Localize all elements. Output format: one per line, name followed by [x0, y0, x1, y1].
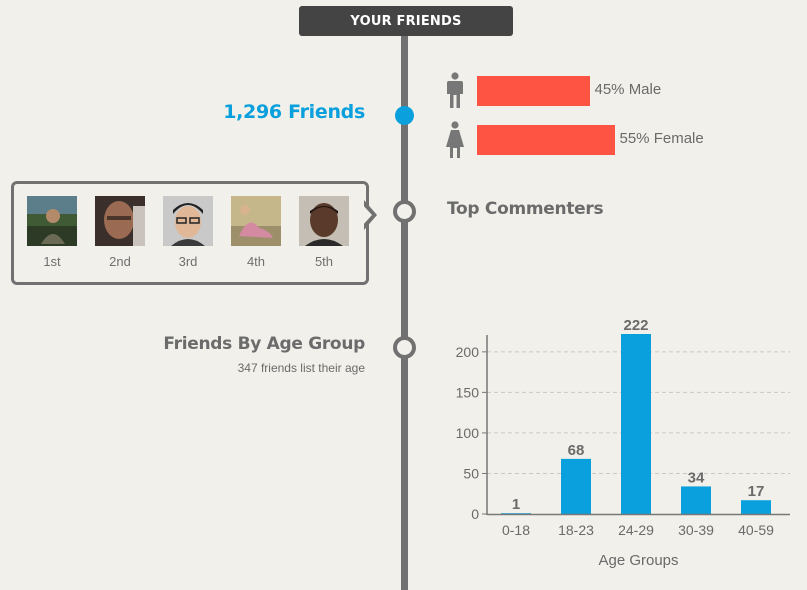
data-label: 222	[623, 317, 648, 334]
commenter-rank: 4th	[246, 254, 266, 269]
commenter-1[interactable]: 1st	[27, 196, 77, 269]
data-label: 1	[512, 496, 520, 513]
y-tick-label: 200	[456, 344, 480, 360]
age-section-heading: Friends By Age Group	[163, 334, 365, 354]
commenter-rank: 5th	[314, 254, 334, 269]
y-tick-label: 150	[456, 384, 480, 400]
commenter-3[interactable]: 3rd	[163, 196, 213, 269]
data-label: 17	[748, 483, 765, 500]
avatar	[163, 196, 213, 246]
x-axis-label: Age Groups	[598, 552, 678, 569]
x-tick-label: 24-29	[618, 522, 654, 538]
page-title: YOUR FRIENDS	[299, 6, 513, 36]
timeline-node-age	[393, 336, 416, 359]
commenter-2[interactable]: 2nd	[95, 196, 145, 269]
age-section-subcaption: 347 friends list their age	[237, 361, 365, 375]
x-tick-label: 0-18	[502, 522, 530, 538]
avatar	[231, 196, 281, 246]
commenter-5[interactable]: 5th	[299, 196, 349, 269]
y-tick-label: 50	[463, 465, 479, 481]
timeline-node-commenters	[393, 200, 416, 223]
top-commenters-heading: Top Commenters	[447, 199, 604, 219]
commenter-4[interactable]: 4th	[231, 196, 281, 269]
age-group-chart: 0 50 100 150 200 1 0-18 68 18-23 222 24-29 34 30-39 1…	[456, 317, 790, 569]
bar-18-23	[561, 458, 591, 514]
timeline-node-friends	[395, 106, 414, 125]
female-icon	[446, 121, 464, 158]
x-tick-label: 40-59	[738, 522, 774, 538]
y-tick-label: 100	[456, 425, 480, 441]
gender-bar-female	[477, 125, 615, 155]
avatar	[299, 196, 349, 246]
bar-30-39	[681, 486, 711, 514]
commenter-rank: 1st	[43, 254, 61, 269]
timeline-line	[401, 30, 408, 590]
bar-40-59	[741, 500, 771, 514]
bar-0-18	[501, 513, 531, 514]
gender-label-male: 45% Male	[594, 81, 662, 98]
y-tick-label: 0	[471, 506, 479, 522]
male-icon	[447, 72, 463, 108]
x-tick-label: 18-23	[558, 522, 594, 538]
bar-24-29	[621, 334, 651, 514]
avatar	[27, 196, 77, 246]
gender-bar-male	[477, 76, 590, 106]
x-tick-label: 30-39	[678, 522, 714, 538]
commenter-rank: 2nd	[109, 254, 131, 269]
data-label: 68	[568, 442, 585, 459]
panel-pointer-fill	[361, 203, 372, 227]
data-label: 34	[688, 469, 705, 486]
top-commenters-panel: 1st 2nd 3rd 4th	[11, 181, 369, 285]
friends-count: 1,296 Friends	[223, 101, 365, 123]
commenter-rank: 3rd	[178, 254, 198, 269]
avatar	[95, 196, 145, 246]
gender-label-female: 55% Female	[619, 130, 704, 147]
